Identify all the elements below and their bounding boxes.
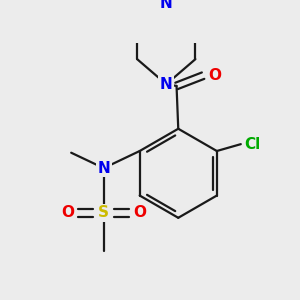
Text: O: O [133, 205, 146, 220]
Text: N: N [160, 77, 172, 92]
Text: N: N [160, 0, 172, 11]
Text: O: O [208, 68, 222, 83]
Text: S: S [98, 205, 109, 220]
Text: N: N [98, 160, 110, 175]
Text: Cl: Cl [245, 137, 261, 152]
Text: O: O [61, 205, 74, 220]
